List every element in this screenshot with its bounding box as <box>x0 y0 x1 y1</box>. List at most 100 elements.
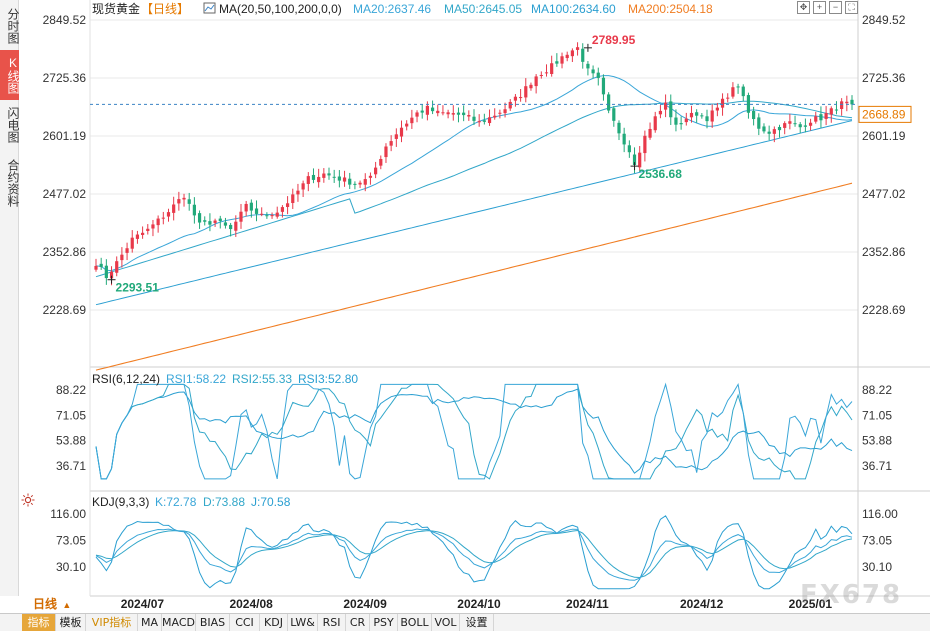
toolbar-tab[interactable]: CR <box>346 614 370 631</box>
extreme-label: 2536.68 <box>639 167 683 181</box>
toolbar-tab[interactable]: KDJ <box>260 614 288 631</box>
candle-up <box>658 105 663 119</box>
candle-body <box>705 116 709 122</box>
rsi-tick-left: 53.88 <box>56 434 86 448</box>
toolbar-tab[interactable]: 指标 <box>22 614 56 631</box>
zoom-out-icon[interactable]: − <box>829 1 842 14</box>
candle-up <box>120 247 124 268</box>
candle-up <box>405 120 409 131</box>
candle-body <box>197 213 202 223</box>
candle-down <box>752 106 756 126</box>
candle-body <box>296 190 300 195</box>
candle-body <box>617 122 621 134</box>
toolbar-tab[interactable]: RSI <box>318 614 346 631</box>
rsi-tick-right: 53.88 <box>862 434 892 448</box>
toolbar-tab[interactable]: 模板 <box>56 614 86 631</box>
candle-down <box>793 115 797 127</box>
ma20-readout: MA20:2637.46 <box>353 2 431 16</box>
candle-up <box>285 196 290 215</box>
candle-body <box>669 101 673 118</box>
candle-down <box>187 192 191 211</box>
candle-down <box>767 125 771 141</box>
rsi-title: RSI(6,12,24) <box>92 372 160 386</box>
toolbar-tab[interactable]: 设置 <box>460 614 494 631</box>
candle-body <box>151 224 155 229</box>
candle-down <box>834 101 839 115</box>
candle-down <box>353 181 357 190</box>
candle-body <box>311 174 316 180</box>
kdj-panel <box>95 515 853 590</box>
candle-down <box>705 109 709 129</box>
toolbar-tab[interactable]: CCI <box>230 614 260 631</box>
candle-body <box>291 194 295 204</box>
candle-body <box>829 108 833 115</box>
kdj-settings-icon[interactable] <box>20 493 36 507</box>
candle-body <box>358 182 362 185</box>
candle-body <box>607 94 611 111</box>
candle-down <box>482 113 486 125</box>
zoom-fit-icon[interactable]: ✥ <box>797 1 810 14</box>
candle-down <box>555 53 559 67</box>
candle-up <box>638 146 642 172</box>
price-tick-left: 2601.19 <box>43 129 87 143</box>
candle-body <box>99 263 103 267</box>
candle-up <box>550 55 554 77</box>
candle-body <box>653 116 657 131</box>
candle-body <box>550 63 554 74</box>
candle-up <box>503 102 507 118</box>
kdj-j-readout: J:70.58 <box>251 495 291 509</box>
indicator-toolbar: 指标 模板 VIP指标 MA MACD BIAS CCI KDJ LW& RSI CR PSY BOLL… <box>0 613 930 631</box>
candle-body <box>322 173 326 178</box>
candle-up <box>513 94 518 107</box>
candle-body <box>493 115 497 118</box>
candle-body <box>394 134 398 139</box>
candle-body <box>513 96 518 101</box>
period-selector[interactable]: 日线 ▲ <box>19 596 81 613</box>
toolbar-tab[interactable]: LW& <box>288 614 318 631</box>
toolbar-tab[interactable]: PSY <box>370 614 398 631</box>
tab-contract-info[interactable]: 合约资料 <box>6 159 20 207</box>
kdj-d-readout: D:73.88 <box>203 495 245 509</box>
candle-body <box>384 146 388 158</box>
candle-down <box>249 199 253 218</box>
candle-body <box>477 121 481 123</box>
candle-up <box>534 74 538 94</box>
candle-body <box>115 261 119 273</box>
toolbar-tab[interactable]: MACD <box>162 614 196 631</box>
kdj-tick-left: 73.05 <box>56 534 86 548</box>
candle-body <box>529 84 533 89</box>
tab-time-share[interactable]: 分时图 <box>6 8 20 44</box>
candle-up <box>306 172 310 192</box>
candle-up <box>772 126 776 143</box>
toolbar-tab[interactable]: VIP指标 <box>86 614 138 631</box>
candle-up <box>446 109 450 119</box>
toolbar-tab[interactable]: BIAS <box>196 614 230 631</box>
candle-up <box>731 82 735 99</box>
candle-up <box>415 110 419 123</box>
candle-body <box>249 202 253 211</box>
tab-flash-chart[interactable]: 闪电图 <box>6 107 20 143</box>
candle-body <box>834 109 839 111</box>
candle-body <box>156 218 160 226</box>
candle-body <box>337 176 341 181</box>
ma-toggle-icon[interactable] <box>203 2 216 14</box>
candle-down <box>850 95 854 110</box>
toolbar-tab[interactable]: VOL <box>432 614 460 631</box>
candles-group <box>94 42 854 286</box>
zoom-in-icon[interactable]: + <box>813 1 826 14</box>
candle-body <box>689 112 694 118</box>
toolbar-tab[interactable]: MA <box>138 614 162 631</box>
candle-up <box>689 105 694 123</box>
rsi2-readout: RSI2:55.33 <box>232 372 292 386</box>
toolbar-tab[interactable]: BOLL <box>398 614 432 631</box>
candle-down <box>332 169 336 183</box>
candle-up <box>342 170 347 187</box>
candle-body <box>135 234 140 239</box>
fullscreen-icon[interactable]: ⛶ <box>845 1 858 14</box>
ma50-line <box>95 100 853 278</box>
grid <box>89 0 930 597</box>
candle-down <box>104 259 108 285</box>
tab-kline[interactable]: K线图 <box>0 50 20 100</box>
ma50-readout: MA50:2645.05 <box>444 2 522 16</box>
